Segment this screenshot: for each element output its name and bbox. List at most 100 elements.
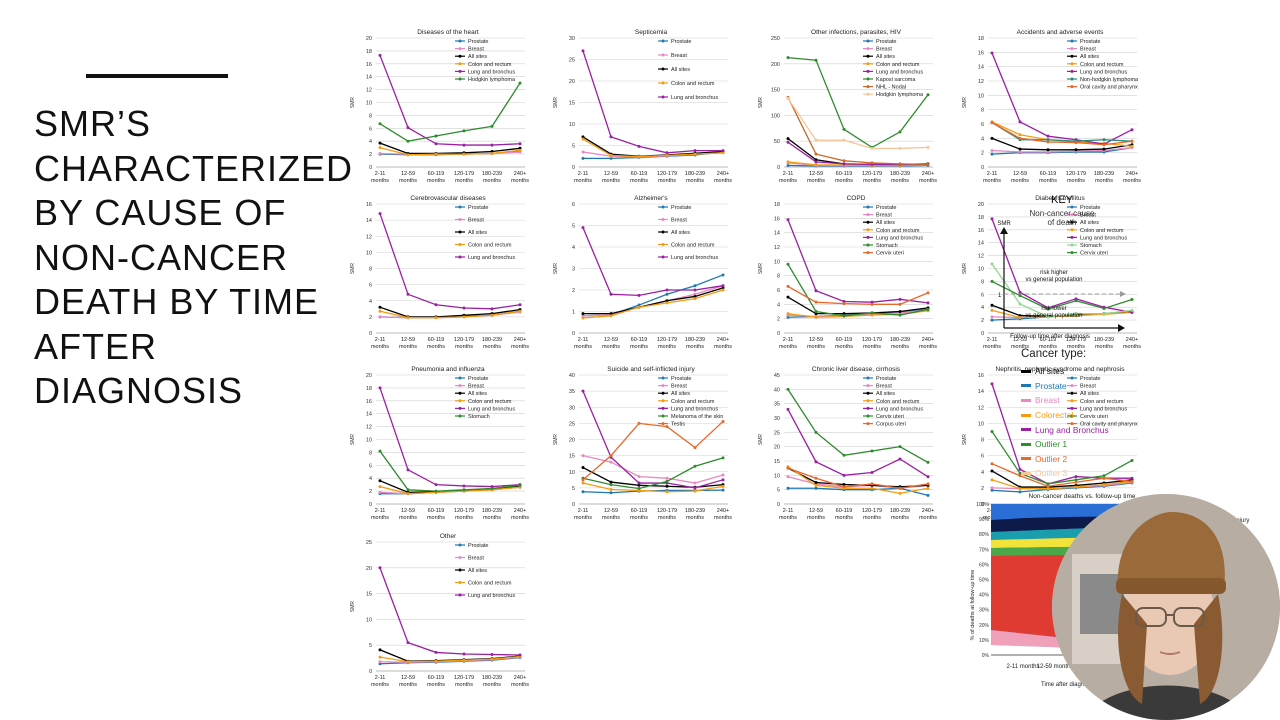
data-point — [693, 464, 697, 468]
legend-label: Lung and bronchus — [671, 406, 718, 412]
legend-label: Breast — [1080, 384, 1096, 390]
xtick-label-line: months — [455, 515, 473, 521]
data-point — [842, 314, 846, 318]
xtick-label-line: 2-11 — [783, 171, 794, 177]
data-point — [581, 389, 585, 393]
legend-label: Colon and rectum — [468, 243, 512, 249]
key-x-arrow — [1118, 324, 1125, 332]
xtick-label-line: 240+ — [514, 675, 526, 681]
xtick-label-line: months — [511, 515, 529, 521]
data-point — [434, 316, 438, 320]
xtick-label-line: 60-119 — [836, 337, 853, 343]
legend-marker — [661, 243, 665, 246]
data-point — [693, 486, 697, 490]
legend-label: Oral cavity and pharynx — [1080, 85, 1138, 91]
legend-marker — [866, 220, 870, 224]
series-line — [787, 98, 929, 150]
data-point — [693, 288, 697, 292]
ytick-label: 12 — [366, 88, 372, 94]
data-point — [462, 306, 466, 310]
ytick-label: 20 — [978, 202, 984, 208]
data-point — [609, 292, 613, 296]
legend-label: Cervix uteri — [876, 414, 904, 420]
xtick-label-line: months — [371, 682, 389, 688]
data-point — [581, 135, 585, 139]
ytick-label: 0 — [981, 331, 984, 337]
smr-chart: Chronic liver disease, cirrhosis 0 5 10 15 20… — [758, 366, 937, 521]
data-point — [990, 51, 994, 55]
xtick-label-line: months — [686, 515, 704, 521]
data-point — [814, 163, 818, 167]
data-point — [898, 457, 902, 461]
data-point — [665, 288, 669, 292]
data-point — [814, 300, 818, 304]
webcam-hat-brim — [1116, 578, 1226, 594]
data-point — [1130, 139, 1134, 143]
series-line — [991, 470, 1133, 488]
xtick-label-line: 180-239 — [1094, 337, 1114, 343]
legend-label: Breast — [1035, 395, 1060, 406]
legend-label: Breast — [468, 47, 484, 53]
data-point — [814, 152, 818, 156]
cancer-type-item: Prostate — [1021, 379, 1109, 394]
data-point — [490, 124, 494, 128]
ytick-label: 6 — [981, 122, 984, 128]
data-point — [378, 566, 382, 570]
xtick-label-line: months — [891, 515, 909, 521]
data-point — [721, 473, 725, 477]
xtick-label-line: months — [399, 682, 417, 688]
xtick-label-line: months — [371, 178, 389, 184]
ytick-label: 14 — [978, 389, 984, 395]
data-point — [990, 462, 994, 466]
legend-marker — [458, 399, 462, 403]
y-axis-label: SMR — [962, 263, 968, 275]
xtick-label-line: months — [427, 178, 445, 184]
xtick-label-line: months — [602, 344, 620, 350]
xtick-label-line: 12-59 — [604, 337, 618, 343]
data-point — [926, 460, 930, 464]
xtick-label-line: 12-59 — [604, 508, 618, 514]
cancer-type-item: Outlier 2 — [1021, 452, 1109, 467]
ytick-label: 15 — [569, 454, 575, 460]
ytick-label: 8 — [981, 108, 984, 114]
legend-label: Prostate — [1080, 39, 1100, 45]
data-point — [990, 262, 994, 266]
xtick-label-line: 60-119 — [1040, 171, 1057, 177]
ytick-label: 4 — [369, 299, 372, 305]
legend-marker — [866, 422, 870, 426]
xtick-label: 240+months — [1123, 337, 1141, 350]
title-line: NON-CANCER — [34, 236, 289, 278]
legend-marker — [458, 230, 462, 234]
data-point — [693, 481, 697, 485]
legend-swatch — [1021, 428, 1031, 432]
data-point — [378, 648, 382, 652]
series-line — [582, 390, 724, 489]
legend-marker — [1070, 213, 1074, 217]
data-point — [490, 652, 494, 656]
legend-label: Breast — [468, 218, 484, 224]
data-point — [434, 483, 438, 487]
series-line — [787, 388, 929, 463]
ytick-label: 35 — [569, 389, 575, 395]
legend-marker — [458, 47, 462, 51]
data-point — [898, 313, 902, 317]
ytick-label: 2 — [369, 152, 372, 158]
data-point — [786, 96, 790, 100]
legend-label: Colon and rectum — [468, 581, 512, 587]
ytick-label: 4 — [777, 302, 780, 308]
legend-label: Colon and rectum — [468, 399, 512, 405]
legend-label: Outlier 3 — [1035, 468, 1068, 479]
data-point — [870, 486, 874, 490]
key-higher-sub: vs general population — [1025, 277, 1082, 283]
series-line — [582, 289, 724, 319]
xtick-label: 240+months — [714, 171, 732, 184]
data-point — [665, 476, 669, 480]
xtick-label-line: months — [1067, 178, 1085, 184]
